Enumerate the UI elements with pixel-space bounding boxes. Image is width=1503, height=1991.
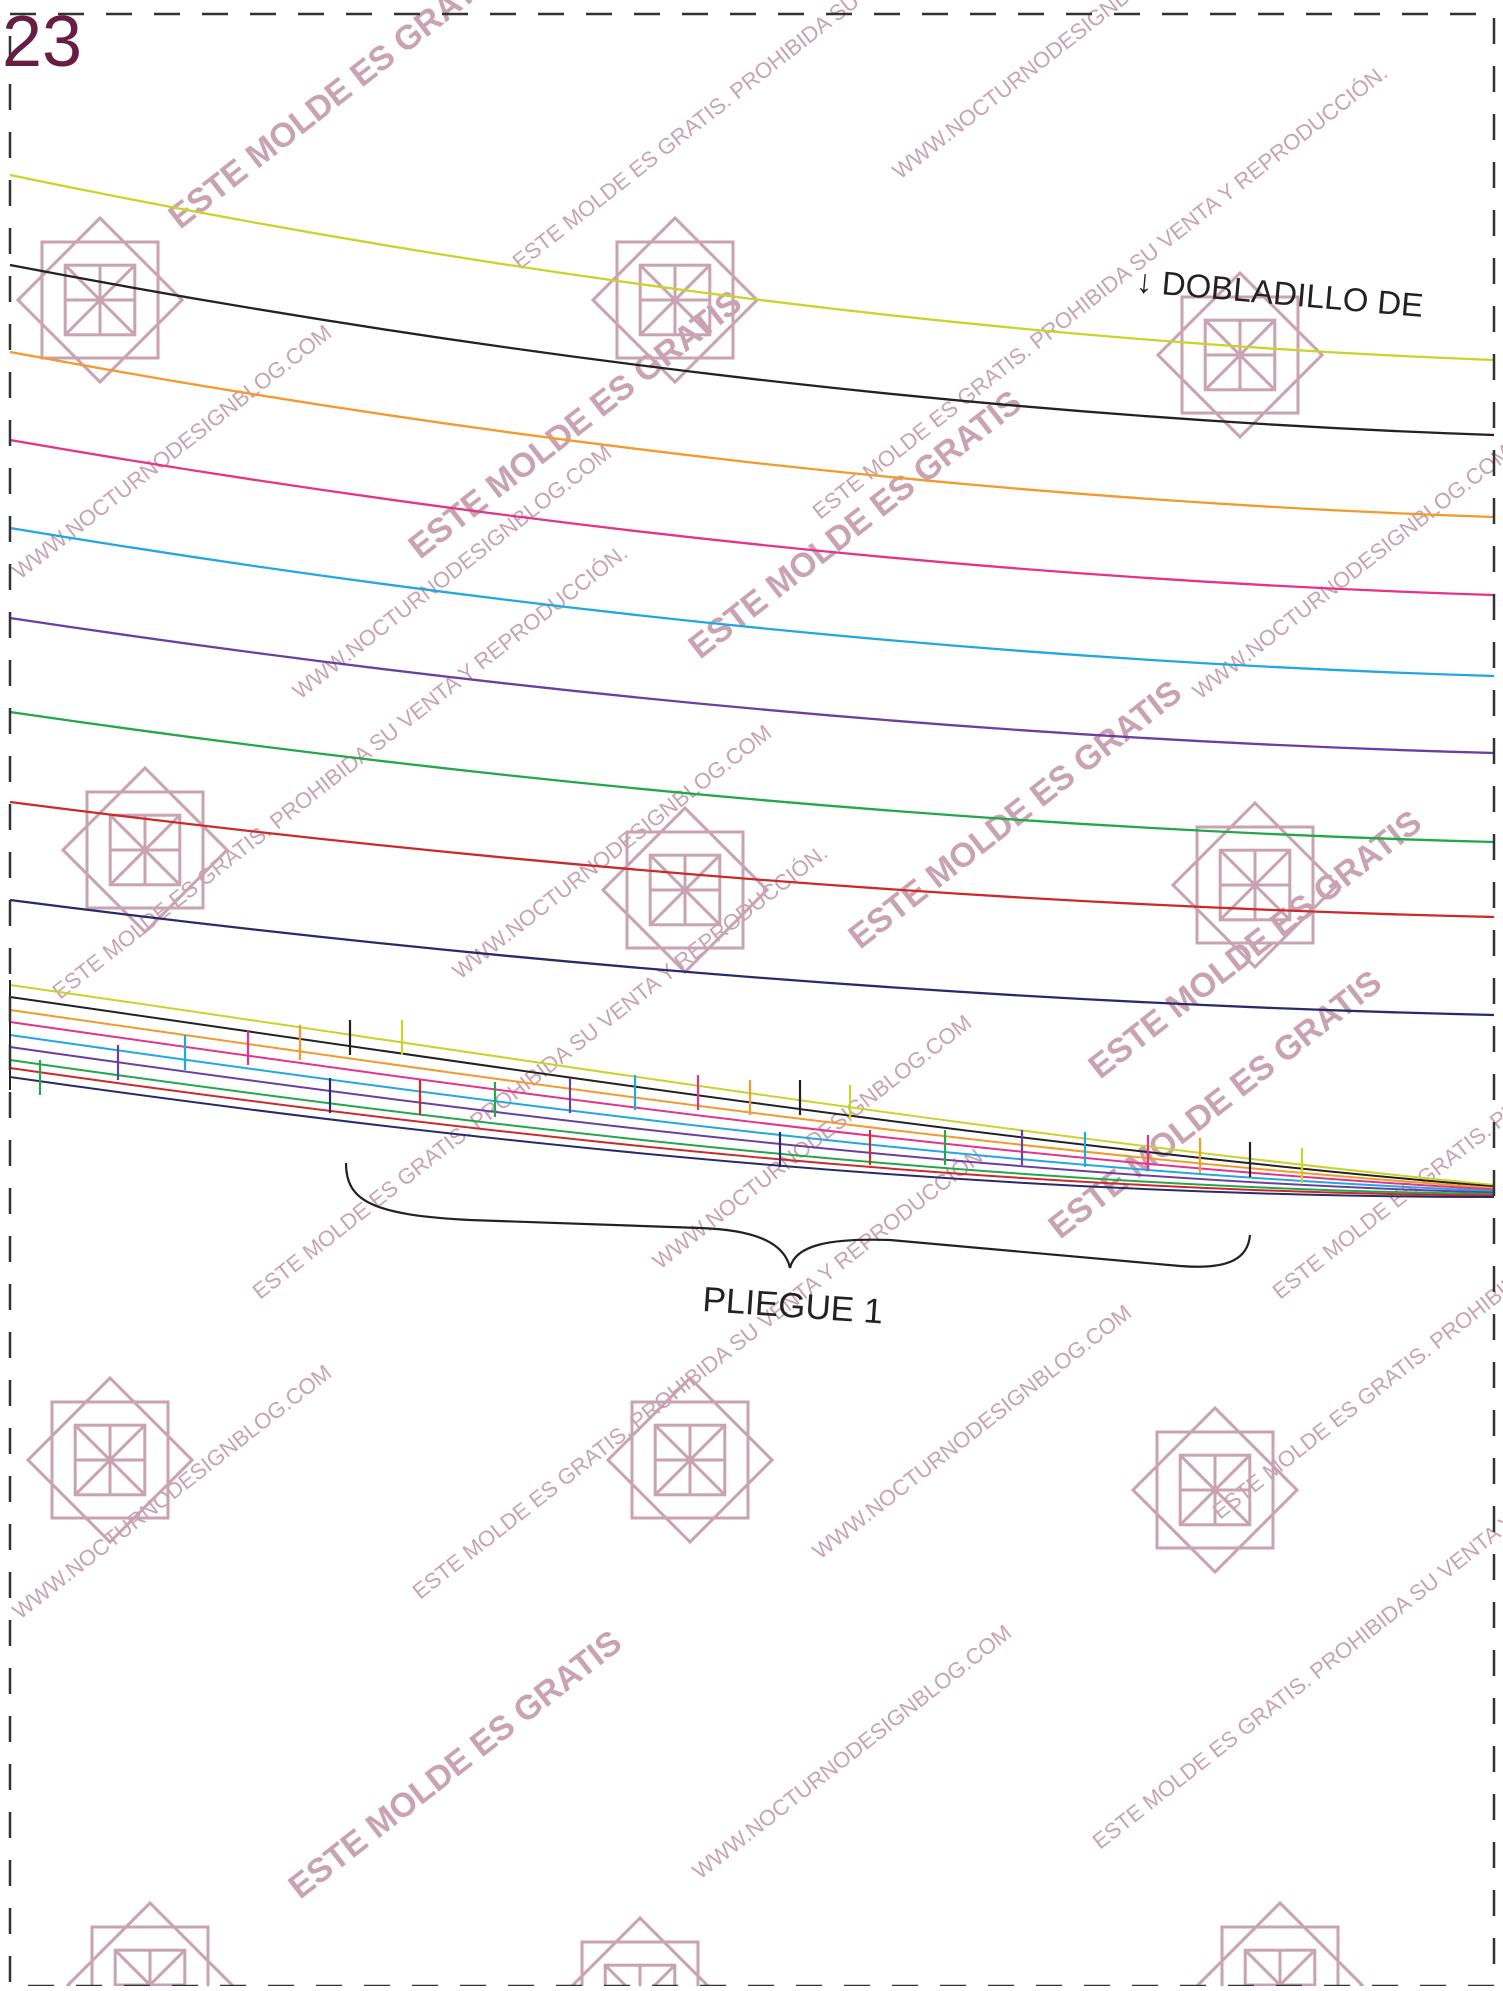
page-number: 23 — [2, 2, 83, 82]
watermark-text: ESTE MOLDE ES GRATIS — [1082, 803, 1429, 1086]
watermark-text: ESTE MOLDE ES GRATIS. PROHIBIDA SU VENTA… — [1208, 1060, 1503, 1524]
watermark-emblem — [600, 805, 770, 975]
watermark-emblem — [555, 1915, 725, 1991]
watermark-emblem — [25, 1375, 195, 1545]
pleat-line — [9, 984, 1495, 1186]
size-line — [9, 898, 1495, 1017]
pleat-line — [9, 1046, 1495, 1194]
watermark-emblem — [60, 765, 230, 935]
watermark-emblem — [1155, 270, 1325, 440]
pleat-line — [9, 1076, 1495, 1198]
watermark-text: ESTE MOLDE ES GRATIS — [842, 673, 1189, 956]
pleat-line — [9, 1059, 1495, 1195]
size-line — [9, 710, 1495, 844]
watermark-emblem — [605, 1375, 775, 1545]
watermark-text: ESTE MOLDE ES GRATIS — [282, 1623, 629, 1906]
watermark-text: WWW.NOCTURNODESIGNBLOG.COM — [888, 0, 1216, 184]
watermark-emblem — [590, 215, 760, 385]
size-line — [9, 800, 1495, 919]
size-lines-layer — [9, 173, 1495, 1198]
pleat-line — [9, 1067, 1495, 1197]
watermark-text: ESTE MOLDE ES GRATIS — [682, 383, 1029, 666]
size-line — [9, 616, 1495, 755]
watermark-text: WWW.NOCTURNODESIGNBLOG.COM — [8, 1360, 336, 1624]
watermark-emblem — [1195, 1900, 1365, 1991]
pleat-line — [9, 1021, 1495, 1191]
watermark-text: WWW.NOCTURNODESIGNBLOG.COM — [808, 1300, 1136, 1564]
watermark-text: ESTE MOLDE ES GRATIS. PROHIBIDA SU VENTA… — [408, 1140, 992, 1604]
size-line — [9, 526, 1495, 678]
pleat-line — [9, 996, 1495, 1188]
watermark-text: ESTE MOLDE ES GRATIS — [162, 0, 509, 236]
size-line — [9, 438, 1495, 597]
watermark-text: ESTE MOLDE ES GRATIS. PROHIBIDA SU VENTA… — [48, 540, 632, 1004]
watermark-text: WWW.NOCTURNODESIGNBLOG.COM — [688, 1620, 1016, 1884]
size-line — [9, 350, 1495, 519]
watermark-emblem — [65, 1900, 235, 1991]
size-line — [9, 263, 1495, 437]
size-line — [9, 173, 1495, 362]
watermark-emblem — [1130, 1405, 1300, 1575]
watermark-text: ESTE MOLDE ES GRATIS. PROHIBIDA SU VENTA… — [508, 0, 1092, 274]
pleat-line — [9, 1034, 1495, 1192]
pleat-brace — [344, 1162, 1252, 1269]
